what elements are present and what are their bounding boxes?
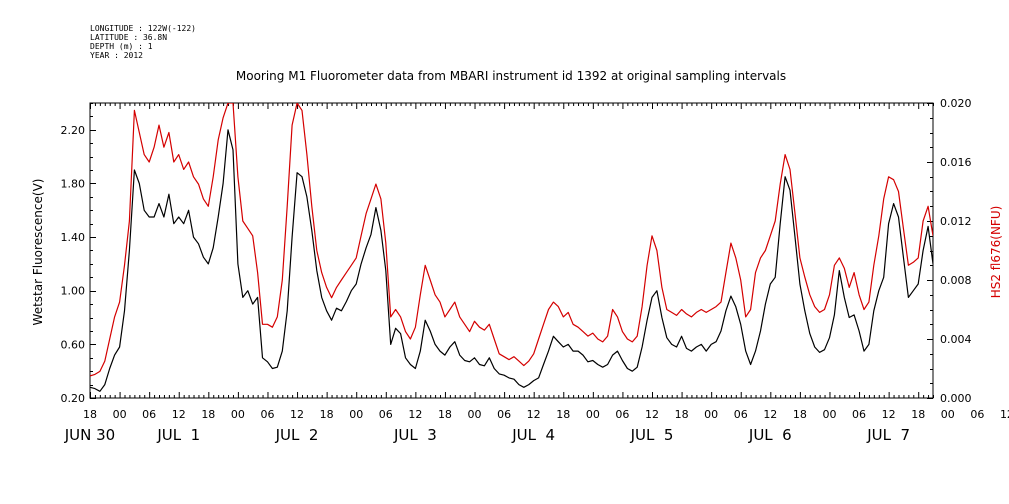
plot-area: 18 00 06 12 18 00 06 12 18 00 06 12 18 00 06 12 18 00 06 12… [61,97,1009,444]
x-day-label: JUL 4 [511,426,555,444]
x-day-label: JUL 1 [156,426,200,444]
metadata-line: DEPTH (m) : 1 [90,42,153,51]
x-day-label: JUL 3 [393,426,437,444]
x-tick-label: 18 [201,408,215,421]
series-line-hs2 [90,103,933,377]
y-tick-label: 1.40 [61,231,86,244]
x-tick-label: 12 [882,408,896,421]
x-tick-label: 06 [379,408,393,421]
x-tick-label: 18 [675,408,689,421]
x-tick-label: 06 [260,408,274,421]
y-tick-label: 1.00 [61,285,86,298]
x-tick-label: 12 [763,408,777,421]
x-tick-label: 18 [911,408,925,421]
x-tick-label: 12 [290,408,304,421]
x-tick-label: 00 [349,408,363,421]
y2-axis-label: HS2 fl676(NFU) [989,206,1003,299]
metadata-line: LATITUDE : 36.8N [90,33,167,42]
x-tick-label: 00 [113,408,127,421]
plot-frame [89,102,934,399]
x-tick-label: 12 [645,408,659,421]
chart-title: Mooring M1 Fluorometer data from MBARI i… [236,69,786,83]
y-tick-label: 2.20 [61,124,86,137]
x-day-label: JUL 5 [630,426,674,444]
x-tick-label: 12 [527,408,541,421]
y2-tick-label: 0.004 [940,333,972,346]
x-tick-label: 00 [704,408,718,421]
x-tick-label: 18 [83,408,97,421]
y2-tick-label: 0.000 [940,392,972,405]
x-tick-label: 12 [172,408,186,421]
x-tick-label: 06 [497,408,511,421]
x-tick-label: 18 [320,408,334,421]
x-tick-label: 12 [408,408,422,421]
metadata-block: LONGITUDE : 122W(-122) LATITUDE : 36.8N … [90,24,196,60]
x-day-label: JUL 2 [275,426,319,444]
x-tick-label: 18 [556,408,570,421]
x-day-label: JUL 7 [866,426,910,444]
y2-tick-label: 0.020 [940,97,972,110]
y-tick-label: 1.80 [61,177,86,190]
series-line-wetstar [90,129,933,392]
y2-tick-label: 0.012 [940,215,972,228]
x-tick-label: 18 [793,408,807,421]
x-tick-label: 00 [941,408,955,421]
x-tick-label: 06 [142,408,156,421]
x-tick-label: 00 [468,408,482,421]
x-tick-label: 18 [438,408,452,421]
x-tick-label: 06 [852,408,866,421]
metadata-line: YEAR : 2012 [90,51,143,60]
y2-tick-label: 0.008 [940,274,972,287]
metadata-line: LONGITUDE : 122W(-122) [90,24,196,33]
y-axis-label: Wetstar Fluorescence(V) [31,179,45,326]
x-day-label: JUL 6 [748,426,792,444]
x-tick-label: 06 [970,408,984,421]
x-tick-label: 00 [231,408,245,421]
y-tick-label: 0.60 [61,338,86,351]
y-tick-label: 0.20 [61,392,86,405]
x-tick-label: 06 [734,408,748,421]
x-tick-label: 00 [586,408,600,421]
x-tick-label: 00 [822,408,836,421]
x-day-label: JUN 30 [64,426,115,444]
x-tick-label: 06 [615,408,629,421]
y2-tick-label: 0.016 [940,156,972,169]
x-tick-label: 12 [1000,408,1009,421]
